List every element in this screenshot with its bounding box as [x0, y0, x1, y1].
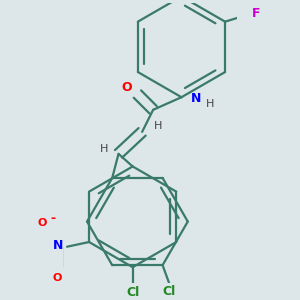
Text: O: O	[53, 273, 62, 283]
Text: H: H	[206, 98, 214, 109]
Text: H: H	[100, 144, 109, 154]
Text: F: F	[252, 7, 260, 20]
Text: Cl: Cl	[126, 286, 139, 299]
Text: Cl: Cl	[162, 285, 176, 298]
Text: O: O	[121, 81, 132, 94]
Text: N: N	[52, 239, 63, 252]
Text: N: N	[190, 92, 201, 105]
Text: -: -	[50, 212, 56, 225]
Text: H: H	[154, 121, 162, 130]
Text: O: O	[37, 218, 46, 228]
